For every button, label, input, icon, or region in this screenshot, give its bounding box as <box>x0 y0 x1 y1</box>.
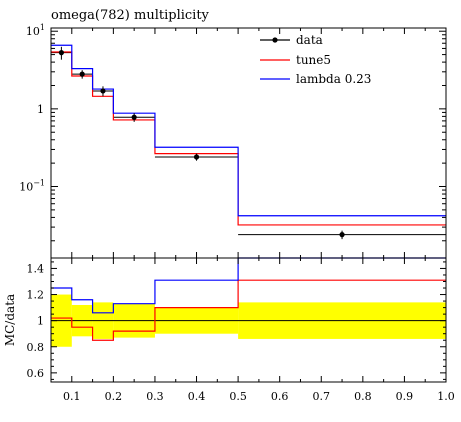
x-tick-label: 1.0 <box>437 390 455 403</box>
legend: data tune5 lambda 0.23 <box>260 33 371 86</box>
data-point <box>58 50 64 56</box>
x-tick-label: 0.5 <box>229 390 247 403</box>
legend-label: tune5 <box>296 53 331 67</box>
y-tick-label: 1 <box>37 103 44 116</box>
x-tick-labels: 0.1 0.2 0.3 0.4 0.5 0.6 0.7 0.8 0.9 1.0 <box>63 390 455 403</box>
axis-ticks <box>50 28 446 382</box>
main-y-tick-labels: 10−1 1 101 <box>19 23 45 193</box>
legend-label: data <box>296 33 323 47</box>
main-panel-frame <box>50 27 447 259</box>
ratio-y-tick-label: 0.6 <box>27 367 45 380</box>
data-point <box>339 232 345 238</box>
data-point <box>193 154 200 160</box>
ratio-y-tick-labels: 0.6 0.8 1 1.2 1.4 <box>27 262 45 379</box>
chart-title: omega(782) multiplicity <box>51 8 210 23</box>
ratio-y-tick-label: 0.8 <box>27 341 45 354</box>
ratio-tune5-line <box>51 279 446 341</box>
ratio-y-tick-label: 1.2 <box>27 289 45 302</box>
data-point <box>131 114 137 120</box>
x-tick-label: 0.3 <box>146 390 164 403</box>
x-tick-label: 0.6 <box>271 390 289 403</box>
step-lambda-0-23 <box>51 44 446 217</box>
step-tune5 <box>51 51 446 226</box>
legend-label: lambda 0.23 <box>296 72 371 86</box>
y-tick-label: 10−1 <box>19 179 45 194</box>
main-data-points <box>58 46 345 240</box>
x-tick-label: 0.9 <box>396 390 414 403</box>
x-tick-label: 0.2 <box>105 390 123 403</box>
ratio-panel-frame <box>50 257 447 383</box>
ratio-y-axis-label: MC/data <box>3 294 17 346</box>
x-tick-label: 0.7 <box>313 390 331 403</box>
ratio-lines <box>51 257 446 341</box>
legend-marker <box>272 37 278 43</box>
ratio-lambda-line <box>51 257 446 314</box>
data-point <box>79 71 85 77</box>
data-point <box>100 88 106 94</box>
x-tick-label: 0.8 <box>354 390 372 403</box>
ratio-y-tick-label: 1.4 <box>27 262 45 275</box>
main-step-histograms <box>51 44 446 236</box>
x-tick-label: 0.1 <box>63 390 81 403</box>
x-tick-label: 0.4 <box>188 390 206 403</box>
ratio-y-tick-label: 1 <box>37 315 44 328</box>
y-tick-label: 101 <box>26 23 45 38</box>
